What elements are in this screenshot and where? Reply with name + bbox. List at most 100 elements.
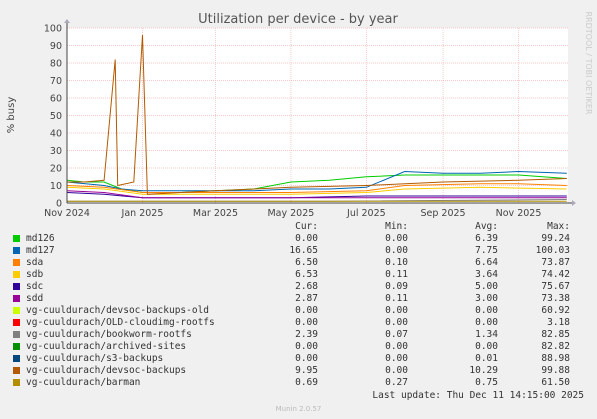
legend-max-value: 99.88 [541, 365, 570, 376]
legend-cur-value: 2.39 [295, 329, 318, 340]
legend-avg-value: 0.01 [475, 353, 498, 364]
legend-label: vg-cuuldurach/devsoc-backups-old [26, 305, 210, 316]
legend-avg-value: 6.64 [475, 257, 498, 268]
legend-label: vg-cuuldurach/archived-sites [26, 341, 187, 352]
legend-min-value: 0.00 [385, 365, 408, 376]
legend-row: md127 16.65 0.00 7.75 100.03 [0, 245, 597, 257]
legend-label: vg-cuuldurach/devsoc-backups [26, 365, 187, 376]
legend-swatch [13, 247, 20, 254]
legend-max-value: 100.03 [535, 245, 570, 256]
legend-swatch [13, 379, 20, 386]
series-line-sda [66, 183, 567, 193]
x-tick-label: Nov 2024 [44, 208, 90, 219]
last-update: Last update: Thu Dec 11 14:15:00 2025 [372, 390, 584, 401]
y-tick-label: 40 [50, 129, 62, 140]
legend-swatch [13, 235, 20, 242]
legend-label: sdd [26, 293, 44, 304]
y-tick-label: 80 [50, 59, 62, 70]
legend-cur-value: 0.00 [295, 317, 318, 328]
y-tick-label: 10 [50, 181, 62, 192]
legend-label: sdc [26, 281, 44, 292]
legend-row: vg-cuuldurach/devsoc-backups-old 0.00 0.00… [0, 305, 597, 317]
legend-min-value: 0.00 [385, 233, 408, 244]
legend-label: sdb [26, 269, 44, 280]
utilization-chart: Utilization per device - by year % busy … [6, 11, 593, 219]
legend-cur-value: 6.50 [295, 257, 318, 268]
legend-label: md126 [26, 233, 55, 244]
y-tick-label: 60 [50, 94, 62, 105]
x-tick-label: Jul 2025 [346, 208, 386, 219]
legend-min-value: 0.27 [385, 377, 408, 388]
legend-min-value: 0.00 [385, 317, 408, 328]
legend-max-value: 73.38 [541, 293, 570, 304]
legend-avg-value: 0.00 [475, 341, 498, 352]
legend-avg-value: 5.00 [475, 281, 498, 292]
series-line-md126 [66, 174, 567, 193]
legend-cur-value: 2.87 [295, 293, 318, 304]
legend-cur-value: 0.00 [295, 341, 318, 352]
series-line-sdd [66, 190, 567, 199]
legend-row: sdc 2.68 0.09 5.00 75.67 [0, 281, 597, 293]
legend-header: Cur: Min: Avg: Max: [0, 221, 597, 233]
legend-label: vg-cuuldurach/OLD-cloudimg-rootfs [26, 317, 215, 328]
header-min: Min: [385, 221, 408, 232]
legend-min-value: 0.11 [385, 293, 408, 304]
legend-label: sda [26, 257, 44, 268]
legend-label: md127 [26, 245, 55, 256]
x-tick-label: Jan 2025 [121, 208, 164, 219]
legend-cur-value: 0.69 [295, 377, 318, 388]
legend-swatch [13, 307, 20, 314]
y-tick-label: 100 [44, 24, 62, 35]
legend-max-value: 82.82 [541, 341, 570, 352]
legend-label: vg-cuuldurach/s3-backups [26, 353, 164, 364]
legend-avg-value: 0.00 [475, 317, 498, 328]
header-cur: Cur: [295, 221, 318, 232]
y-axis-label: % busy [6, 97, 17, 134]
y-tick-label: 90 [50, 41, 62, 52]
legend-row: vg-cuuldurach/s3-backups 0.00 0.00 0.01 88.9… [0, 353, 597, 365]
x-tick-label: Nov 2025 [496, 208, 542, 219]
series-line-sdb [66, 186, 567, 195]
legend-avg-value: 6.39 [475, 233, 498, 244]
legend-swatch [13, 343, 20, 350]
legend-min-value: 0.00 [385, 341, 408, 352]
x-axis-arrow [572, 200, 576, 206]
munin-version: Munin 2.0.57 [275, 405, 322, 413]
legend-min-value: 0.10 [385, 257, 408, 268]
y-tick-label: 20 [50, 164, 62, 175]
axes [64, 19, 576, 206]
legend-row: sda 6.50 0.10 6.64 73.87 [0, 257, 597, 269]
legend-cur-value: 0.00 [295, 305, 318, 316]
legend-max-value: 88.98 [541, 353, 570, 364]
legend-label: vg-cuuldurach/bookworm-rootfs [26, 329, 192, 340]
legend-cur-value: 0.00 [295, 353, 318, 364]
legend-avg-value: 1.34 [475, 329, 498, 340]
legend-min-value: 0.00 [385, 353, 408, 364]
legend-swatch [13, 259, 20, 266]
legend-swatch [13, 331, 20, 338]
legend-avg-value: 3.00 [475, 293, 498, 304]
x-tick-label: Mar 2025 [193, 208, 238, 219]
legend-swatch [13, 355, 20, 362]
grid-lines [66, 27, 568, 203]
y-tick-label: 50 [50, 111, 62, 122]
legend-max-value: 3.18 [547, 317, 570, 328]
y-tick-label: 0 [56, 199, 62, 210]
legend-max-value: 82.85 [541, 329, 570, 340]
rrdtool-credit: RRDTOOL / TOBI OETIKER [584, 11, 593, 114]
header-avg: Avg: [475, 221, 498, 232]
legend-row: vg-cuuldurach/archived-sites 0.00 0.00 0.00… [0, 341, 597, 353]
legend-avg-value: 3.64 [475, 269, 498, 280]
y-tick-label: 70 [50, 76, 62, 87]
legend-max-value: 73.87 [541, 257, 570, 268]
legend-cur-value: 16.65 [289, 245, 318, 256]
chart-title: Utilization per device - by year [198, 12, 398, 27]
legend-row: sdb 6.53 0.11 3.64 74.42 [0, 269, 597, 281]
legend-cur-value: 9.95 [295, 365, 318, 376]
legend-avg-value: 0.75 [475, 377, 498, 388]
legend-row: md126 0.00 0.00 6.39 99.24 [0, 233, 597, 245]
legend-max-value: 61.50 [541, 377, 570, 388]
series-line-vg-cuuldurach-devsoc-backups [67, 34, 567, 195]
legend-min-value: 0.09 [385, 281, 408, 292]
